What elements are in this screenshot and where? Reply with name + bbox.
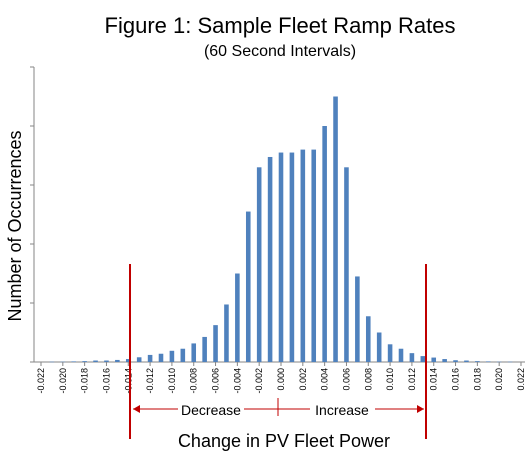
bar	[420, 356, 426, 362]
x-tick-label: 0.008	[363, 368, 373, 391]
bar	[311, 149, 317, 362]
bars-group	[49, 96, 513, 363]
bar	[71, 361, 77, 362]
bar	[224, 304, 229, 362]
x-tick-label: -0.018	[80, 368, 90, 394]
bar	[158, 353, 164, 362]
x-tick-label: -0.020	[58, 368, 68, 394]
bar	[267, 156, 273, 362]
x-tick-label: -0.004	[232, 368, 242, 394]
x-tick-label: -0.010	[167, 368, 177, 394]
bar	[333, 96, 338, 362]
bar	[387, 344, 393, 362]
bar	[365, 316, 371, 362]
bar	[453, 360, 458, 362]
x-tick-label: 0.016	[451, 368, 461, 391]
x-axis-label: Change in PV Fleet Power	[178, 431, 390, 451]
bar	[322, 126, 327, 362]
bar	[496, 361, 502, 363]
bar	[256, 167, 262, 362]
x-tick-label: 0.006	[341, 368, 351, 391]
x-tick-label: -0.012	[145, 368, 155, 394]
bar	[180, 348, 186, 362]
bar	[442, 359, 447, 362]
x-tick-label: 0.004	[320, 368, 330, 391]
decrease-label: Decrease	[181, 402, 241, 418]
x-tick-label: 0.002	[298, 368, 308, 391]
x-tick-label: 0.012	[407, 368, 417, 391]
y-axis-ticks	[30, 66, 34, 363]
x-tick-label: -0.014	[123, 368, 133, 394]
bar	[355, 276, 360, 362]
x-tick-label: -0.006	[211, 368, 221, 394]
increase-arrowhead	[417, 405, 424, 413]
bar	[398, 348, 404, 362]
chart-subtitle: (60 Second Intervals)	[204, 43, 356, 60]
bar	[409, 353, 415, 362]
x-tick-label: 0.020	[494, 368, 504, 391]
bar	[93, 360, 98, 362]
x-tick-label: 0.014	[429, 368, 439, 391]
bar	[289, 152, 295, 362]
increase-label: Increase	[315, 402, 369, 418]
x-tick-label: 0.022	[516, 368, 526, 391]
bar	[213, 325, 218, 363]
bar	[147, 354, 153, 362]
bar	[464, 360, 469, 362]
bar	[485, 361, 491, 362]
y-axis-label: Number of Occurrences	[5, 130, 25, 321]
x-axis-ticks: -0.022 -0.020 -0.018 -0.016 -0.014 -0.012 -0.0…	[36, 362, 526, 394]
bar	[115, 359, 120, 362]
bar	[300, 149, 306, 362]
x-tick-label: -0.008	[189, 368, 199, 394]
bar	[125, 359, 131, 362]
bar	[104, 360, 109, 362]
chart-title: Figure 1: Sample Fleet Ramp Rates	[105, 13, 456, 38]
bar	[136, 357, 142, 362]
x-tick-label: -0.002	[254, 368, 264, 394]
bar	[49, 361, 55, 363]
x-tick-label: 0.018	[472, 368, 482, 391]
bar	[60, 361, 66, 363]
bar	[245, 211, 251, 362]
bar	[507, 361, 513, 363]
bar	[376, 332, 382, 362]
decrease-arrowhead	[133, 405, 140, 413]
bar	[82, 361, 87, 362]
bar	[235, 273, 240, 362]
x-tick-label: -0.022	[36, 368, 46, 394]
bar	[475, 361, 480, 362]
bar	[278, 152, 284, 362]
bar	[169, 350, 175, 362]
x-tick-label: 0.000	[276, 368, 286, 391]
x-tick-label: -0.016	[101, 368, 111, 394]
bar	[344, 167, 349, 362]
bar	[191, 343, 197, 362]
bar	[202, 336, 207, 362]
bar	[431, 357, 437, 362]
x-tick-label: 0.010	[385, 368, 395, 391]
